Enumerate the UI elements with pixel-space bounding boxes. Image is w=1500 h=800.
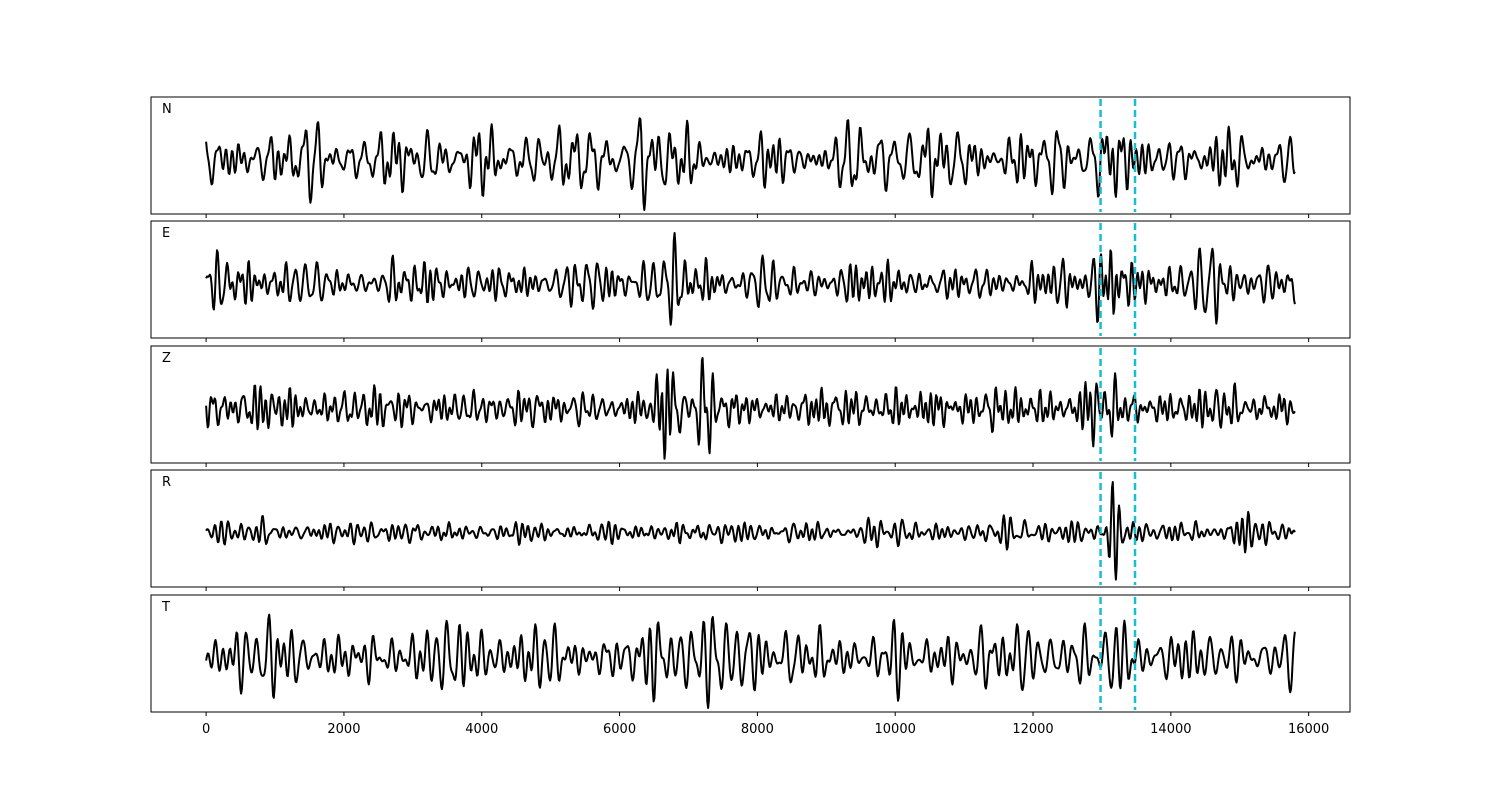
- waveform-line: [205, 481, 1296, 581]
- x-tick-label: 12000: [1012, 722, 1053, 737]
- panel-label: N: [162, 102, 172, 117]
- x-tick-label: 0: [202, 722, 210, 737]
- panel-label: T: [161, 600, 170, 615]
- panel-n: N: [150, 96, 1351, 218]
- panel-label: R: [162, 475, 171, 490]
- panel-frame: [150, 96, 1351, 215]
- panels-group: N E Z R T: [150, 96, 1351, 716]
- panel-frame: [150, 345, 1351, 464]
- panel-frame: [150, 220, 1351, 339]
- waveform-line: [205, 613, 1296, 709]
- x-tick-label: 6000: [603, 722, 636, 737]
- x-tick-label: 4000: [465, 722, 498, 737]
- panel-z: Z: [150, 345, 1351, 467]
- x-tick-label: 16000: [1288, 722, 1329, 737]
- x-axis: 0 2000 4000 6000 8000 10000 12000 14000 16000: [202, 722, 1329, 737]
- panel-label: Z: [162, 351, 171, 366]
- waveform-line: [205, 357, 1296, 460]
- waveform-line: [205, 232, 1296, 326]
- panel-r: R: [150, 469, 1351, 591]
- x-tick-label: 14000: [1150, 722, 1191, 737]
- x-tick-label: 10000: [875, 722, 916, 737]
- panel-t: T: [150, 594, 1351, 716]
- panel-label: E: [162, 226, 170, 241]
- panel-frame: [150, 469, 1351, 588]
- waveform-line: [205, 117, 1296, 211]
- x-tick-label: 8000: [741, 722, 774, 737]
- panel-frame: [150, 594, 1351, 713]
- panel-e: E: [150, 220, 1351, 342]
- x-tick-label: 2000: [327, 722, 360, 737]
